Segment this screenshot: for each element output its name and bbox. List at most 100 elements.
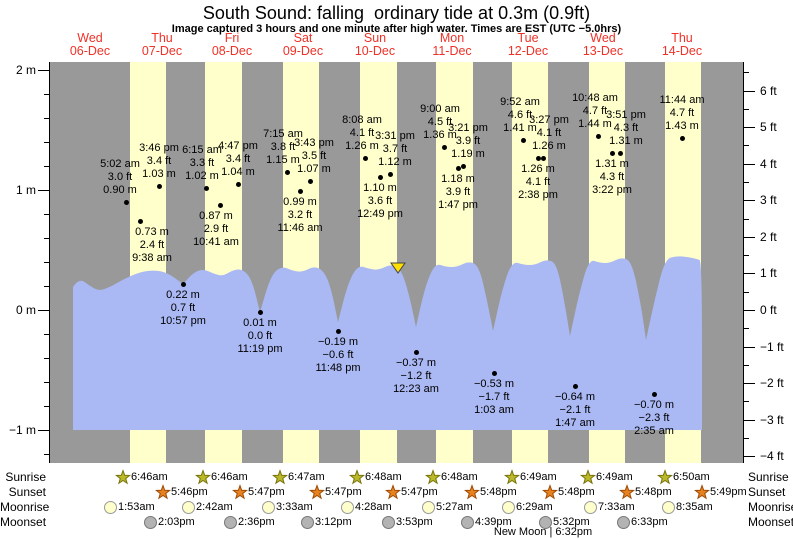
day-date: 10-Dec xyxy=(354,44,396,58)
sunset-star-icon xyxy=(308,484,326,505)
right-axis-label: 5 ft xyxy=(760,120,777,134)
tide-label-line: −0.70 m xyxy=(633,399,675,411)
tide-low-dot xyxy=(180,281,186,287)
left-axis-minor-tick xyxy=(44,94,50,95)
new-moon-note: New Moon | 6:32pm xyxy=(493,526,593,538)
tide-label-line: 12:23 am xyxy=(393,383,439,395)
tide-label-line: 11:44 am xyxy=(659,94,705,106)
moonrise-time: 4:28am xyxy=(355,501,392,513)
left-axis-minor-tick xyxy=(44,358,50,359)
sunrise-star-icon xyxy=(503,469,521,485)
sunset-star-icon xyxy=(231,484,249,500)
left-axis-tick xyxy=(38,190,50,191)
tide-label-line: 11:46 am xyxy=(277,222,323,234)
day-date: 08-Dec xyxy=(211,44,253,58)
moonrise-circle-icon xyxy=(500,499,517,516)
tide-high-label: 3:46 pm 3.4 ft 1.03 m xyxy=(114,142,204,181)
tide-label-line: 0.7 ft xyxy=(170,302,196,314)
sunset-time: 5:46pm xyxy=(171,486,208,498)
tide-high-label: 3:31 pm 3.7 ft 1.12 m xyxy=(350,130,440,169)
tide-low-label: 0.22 m 0.7 ft 10:57 pm xyxy=(138,289,228,328)
moonrise-time: 1:53am xyxy=(118,501,155,513)
day-date: 11-Dec xyxy=(432,44,472,58)
sunrise-star-icon xyxy=(348,469,366,490)
sunset-star-icon xyxy=(154,484,172,500)
moonrise-circle-icon xyxy=(339,499,356,516)
moonset-circle-icon xyxy=(461,516,474,529)
tide-label-line: 0.01 m xyxy=(243,317,277,329)
tide-high-dot xyxy=(460,163,466,169)
tide-high-dot xyxy=(540,155,546,161)
sunrise-star-icon xyxy=(579,469,597,485)
sunset-star-icon xyxy=(693,484,711,505)
moonrise-time: 8:35am xyxy=(676,501,713,513)
tide-label-line: −2.1 ft xyxy=(559,404,591,416)
right-axis-tick xyxy=(743,91,755,92)
tide-label-line: 1.26 m xyxy=(532,140,566,152)
day-name: Wed xyxy=(590,31,616,45)
tide-low-dot xyxy=(535,155,541,161)
sunrise-time: 6:49am xyxy=(520,471,557,483)
sunrise-star-icon xyxy=(114,469,132,485)
tide-label-line: 3:27 pm xyxy=(529,114,569,126)
sunset-star-icon xyxy=(541,484,559,500)
tide-low-label: 1.26 m 4.1 ft 2:38 pm xyxy=(493,163,583,202)
moonset-time: 2:03pm xyxy=(158,516,195,528)
right-axis-minor-tick xyxy=(743,109,749,110)
tide-label-line: 3.9 ft xyxy=(445,186,471,198)
tide-high-dot xyxy=(679,135,685,141)
tide-label-line: 1:47 pm xyxy=(438,199,478,211)
tide-label-line: −2.3 ft xyxy=(638,412,670,424)
moonrise-time: 6:29am xyxy=(516,501,553,513)
sunrise-star-icon xyxy=(271,469,289,485)
moonrise-circle-icon xyxy=(502,501,515,514)
tide-high-dot xyxy=(595,133,601,139)
tide-label-line: 9:52 am xyxy=(500,96,540,108)
tide-label-line: 4.1 ft xyxy=(536,127,562,139)
tide-label-line: 1:03 am xyxy=(474,404,514,416)
sunset-star-icon xyxy=(463,484,481,500)
tide-high-dot xyxy=(284,169,290,175)
left-axis-minor-tick xyxy=(44,262,50,263)
tide-high-dot xyxy=(362,155,368,161)
tide-label-line: 3.4 ft xyxy=(225,153,251,165)
moonset-circle-icon xyxy=(617,516,630,529)
tide-label-line: −0.53 m xyxy=(473,378,515,390)
right-axis-minor-tick xyxy=(743,401,749,402)
tide-label-line: 1.03 m xyxy=(142,168,176,180)
tide-label-line: 1.02 m xyxy=(185,170,219,182)
day-label: Sun 10-Dec xyxy=(340,32,410,58)
day-date: 07-Dec xyxy=(141,44,183,58)
left-axis-minor-tick xyxy=(44,214,50,215)
tide-water-area xyxy=(73,256,702,430)
moonrise-circle-icon xyxy=(262,501,275,514)
tide-label-line: 1.36 m xyxy=(423,129,457,141)
sunset-star-icon xyxy=(618,484,636,500)
moonset-circle-icon xyxy=(537,514,554,531)
day-label: Wed 06-Dec xyxy=(55,32,125,58)
moonset-circle-icon xyxy=(142,514,159,531)
day-name: Wed xyxy=(77,31,103,45)
day-name: Sun xyxy=(363,31,387,45)
right-axis-tick xyxy=(743,200,755,201)
tide-label-line: 3:21 pm xyxy=(448,122,488,134)
tide-label-line: 3.5 ft xyxy=(301,150,327,162)
current-tide-marker-icon xyxy=(390,262,406,274)
right-axis-tick xyxy=(743,383,755,384)
tide-label-line: 1.19 m xyxy=(451,148,485,160)
left-axis-minor-tick xyxy=(44,454,50,455)
tide-label-line: 4.7 ft xyxy=(669,107,695,119)
left-axis-minor-tick xyxy=(44,406,50,407)
tide-label-line: 4.3 ft xyxy=(613,122,639,134)
tide-label-line: 3.2 ft xyxy=(287,209,313,221)
sunset-time: 5:47pm xyxy=(325,486,362,498)
moonrise-circle-icon xyxy=(182,501,195,514)
day-label: Tue 12-Dec xyxy=(493,32,563,58)
moonset-circle-icon xyxy=(144,516,157,529)
right-axis-label: 2 ft xyxy=(760,230,777,244)
row-label-moonset-left: Moonset xyxy=(0,515,47,529)
day-date: 13-Dec xyxy=(582,44,624,58)
tide-label-line: 10:41 am xyxy=(193,236,239,248)
sunrise-star-icon xyxy=(656,469,674,485)
sunrise-star-icon xyxy=(579,469,597,490)
